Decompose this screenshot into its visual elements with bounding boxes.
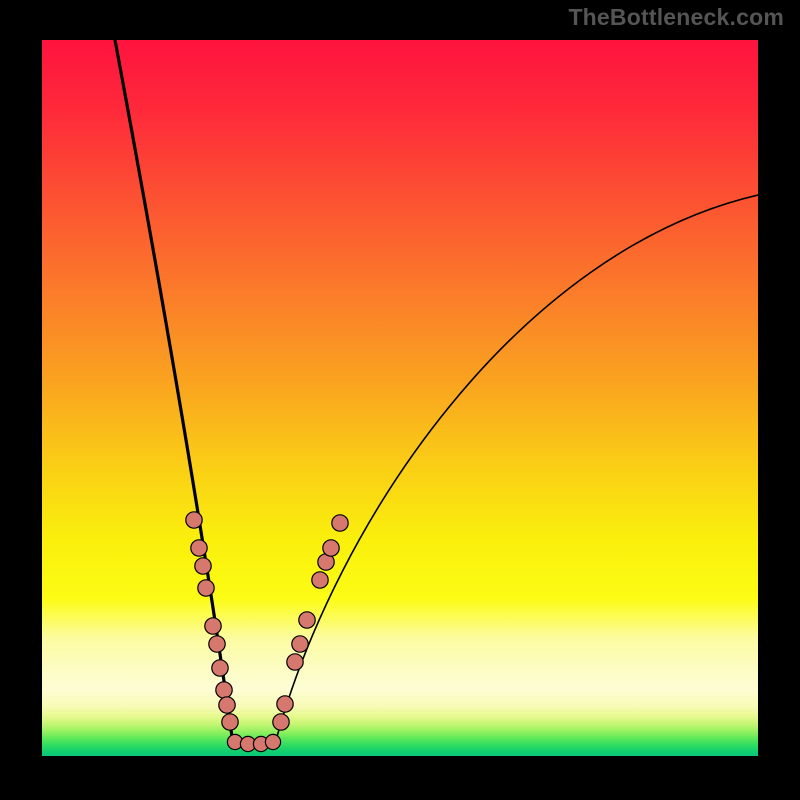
data-dot (299, 612, 315, 628)
chart-stage: TheBottleneck.com (0, 0, 800, 800)
data-dot (216, 682, 232, 698)
data-dot (219, 697, 235, 713)
data-dot (273, 714, 289, 730)
data-dot (212, 660, 228, 676)
data-dot (205, 618, 221, 634)
plot-area (42, 40, 758, 756)
data-dot (277, 696, 293, 712)
data-dot (191, 540, 207, 556)
chart-svg (0, 0, 800, 800)
data-dot (312, 572, 328, 588)
data-dot (198, 580, 214, 596)
data-dot (195, 558, 211, 574)
data-dot (287, 654, 303, 670)
data-dot (332, 515, 348, 531)
watermark-text: TheBottleneck.com (568, 4, 784, 31)
data-dot (265, 734, 280, 749)
data-dot (292, 636, 308, 652)
data-dot (209, 636, 225, 652)
data-dot (323, 540, 339, 556)
data-dot (222, 714, 238, 730)
data-dot (186, 512, 202, 528)
